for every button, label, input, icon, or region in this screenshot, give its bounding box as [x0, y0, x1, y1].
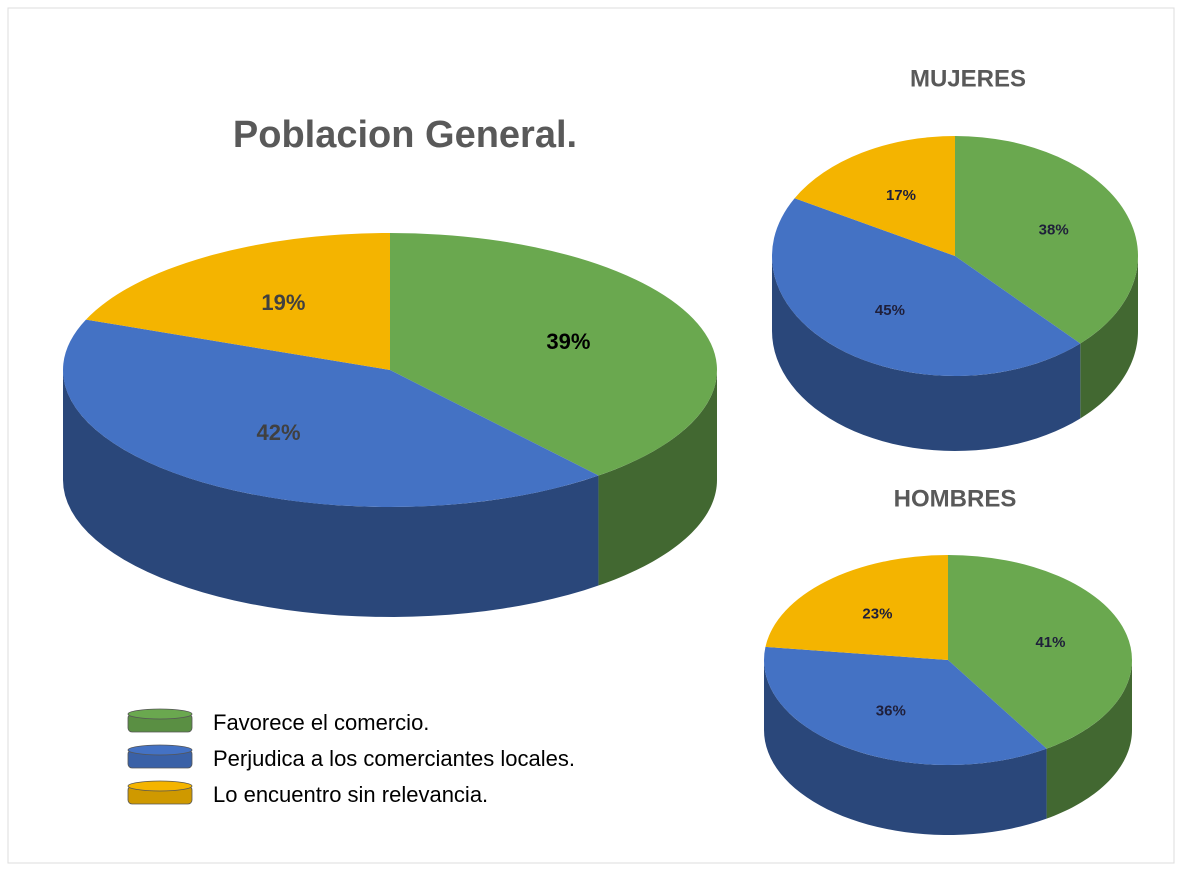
slice-side — [772, 256, 1081, 451]
data-label: 19% — [261, 290, 305, 315]
legend-label: Perjudica a los comerciantes locales. — [213, 746, 575, 771]
slice — [948, 555, 1133, 749]
data-label: 17% — [886, 187, 916, 204]
data-label: 45% — [875, 302, 905, 319]
slice-side — [598, 370, 717, 586]
slice-side — [1080, 256, 1138, 419]
slice — [794, 136, 955, 256]
data-label: 36% — [876, 702, 906, 719]
legend-swatch — [127, 744, 193, 756]
legend-swatch — [127, 708, 193, 720]
slice — [85, 233, 391, 370]
slice-side — [63, 370, 599, 617]
data-label: 41% — [1035, 634, 1065, 651]
slice — [765, 555, 948, 660]
slice-side — [764, 660, 1047, 835]
data-label: 39% — [546, 329, 590, 354]
slice-side — [1046, 660, 1132, 819]
chart-title: Poblacion General. — [233, 114, 577, 156]
chart-title: MUJERES — [910, 65, 1026, 92]
data-label: 38% — [1039, 221, 1069, 238]
chart-title: HOMBRES — [894, 485, 1017, 512]
data-label: 42% — [256, 420, 300, 445]
slice — [955, 136, 1139, 344]
legend-label: Favorece el comercio. — [213, 710, 429, 735]
data-label: 23% — [862, 605, 892, 622]
legend-label: Lo encuentro sin relevancia. — [213, 782, 488, 807]
slice — [763, 646, 1047, 766]
slice — [772, 198, 1081, 376]
frame — [7, 7, 1175, 864]
legend-swatch — [127, 780, 193, 792]
slice — [390, 233, 717, 476]
slice — [63, 319, 599, 507]
